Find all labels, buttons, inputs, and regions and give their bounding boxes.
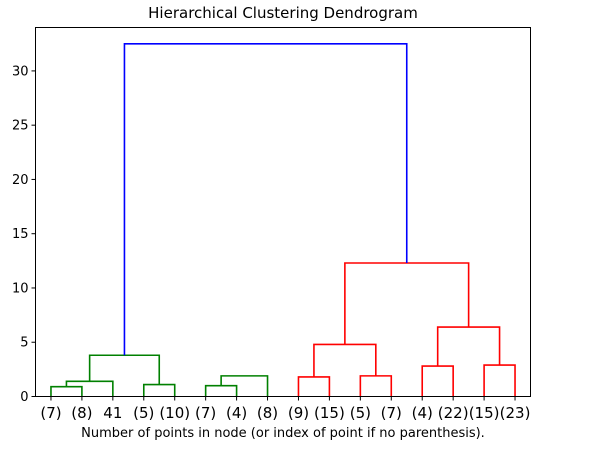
leaf-label: (7) xyxy=(40,404,61,422)
leaf-label: (9) xyxy=(288,404,309,422)
leaf-label: (4) xyxy=(412,404,433,422)
dendrogram-link xyxy=(359,375,393,397)
leaf-label: (10) xyxy=(159,404,190,422)
leaf-label: (5) xyxy=(350,404,371,422)
dendrogram-link xyxy=(88,354,161,385)
y-tick-label: 30 xyxy=(12,64,29,79)
dendrogram-links xyxy=(50,42,516,397)
plot-frame xyxy=(35,27,531,397)
dendrogram-link xyxy=(204,384,238,397)
y-tick-label: 5 xyxy=(20,336,28,351)
leaf-label: (15) xyxy=(469,404,500,422)
y-axis: 0 5 10 15 20 25 30 xyxy=(12,64,36,405)
leaf-label: (8) xyxy=(257,404,278,422)
dendrogram-link xyxy=(421,365,454,397)
leaf-label: (4) xyxy=(226,404,247,422)
dendrogram-link xyxy=(142,383,176,397)
dendrogram-link xyxy=(297,376,331,397)
leaf-label: (23) xyxy=(500,404,531,422)
leaf-label: (22) xyxy=(438,404,469,422)
dendrogram-link xyxy=(65,380,114,397)
leaf-labels: (7) (8) 41 (5) (10) (7) (4) (8) (9) (15) (5) (7) (4)… xyxy=(40,396,531,422)
chart-title: Hierarchical Clustering Dendrogram xyxy=(148,4,418,22)
leaf-label: (7) xyxy=(381,404,402,422)
leaf-label: (7) xyxy=(195,404,216,422)
leaf-label: (5) xyxy=(133,404,154,422)
dendrogram-link xyxy=(313,343,377,377)
y-tick-label: 20 xyxy=(12,173,29,188)
dendrogram-link xyxy=(123,42,408,356)
y-tick-label: 0 xyxy=(20,390,28,405)
y-tick-label: 10 xyxy=(12,281,29,296)
dendrogram-link xyxy=(50,385,83,397)
leaf-label: (8) xyxy=(71,404,92,422)
dendrogram-link xyxy=(344,262,470,345)
dendrogram-link xyxy=(436,326,501,367)
y-tick-label: 15 xyxy=(12,227,29,242)
leaf-label: (15) xyxy=(314,404,345,422)
dendrogram-link xyxy=(483,364,516,397)
x-axis-label: Number of points in node (or index of po… xyxy=(81,426,485,441)
dendrogram-link xyxy=(220,375,269,397)
leaf-label: 41 xyxy=(103,404,122,422)
y-tick-label: 25 xyxy=(12,119,29,134)
